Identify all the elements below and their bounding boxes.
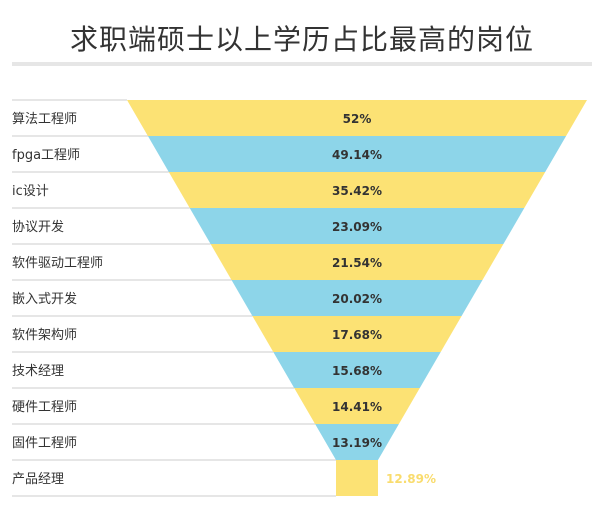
funnel-segment: [189, 208, 525, 244]
value-label: 21.54%: [332, 256, 382, 270]
value-label: 12.89%: [386, 472, 436, 486]
category-label: ic设计: [12, 184, 49, 199]
category-label: 算法工程师: [12, 112, 77, 127]
category-label: 硬件工程师: [12, 400, 77, 415]
category-label: 产品经理: [12, 472, 64, 487]
funnel-segment: [273, 352, 441, 388]
category-label: 技术经理: [12, 364, 64, 379]
value-label: 35.42%: [332, 184, 382, 198]
chart-title: 求职端硕士以上学历占比最高的岗位: [69, 23, 534, 56]
value-label: 17.68%: [332, 328, 382, 342]
funnel-segment: [294, 388, 420, 424]
funnel-segment: [127, 100, 587, 136]
funnel-segment: [147, 136, 567, 172]
title-underline: [12, 62, 592, 66]
value-label: 15.68%: [332, 364, 382, 378]
category-label: fpga工程师: [12, 148, 80, 163]
category-label: 软件架构师: [12, 328, 77, 343]
value-label: 20.02%: [332, 292, 382, 306]
funnel-segment: [336, 460, 378, 496]
funnel-segment: [210, 244, 504, 280]
value-label: 14.41%: [332, 400, 382, 414]
funnel-segment: [168, 172, 546, 208]
funnel-segment: [231, 280, 483, 316]
funnel-segment: [252, 316, 462, 352]
value-label: 49.14%: [332, 148, 382, 162]
category-label: 固件工程师: [12, 436, 77, 451]
category-label: 协议开发: [12, 219, 64, 235]
value-label: 13.19%: [332, 436, 382, 450]
funnel-segment: [315, 424, 399, 460]
category-label: 嵌入式开发: [12, 291, 77, 307]
value-label: 52%: [343, 112, 372, 126]
value-label: 23.09%: [332, 220, 382, 234]
category-label: 软件驱动工程师: [12, 256, 103, 271]
